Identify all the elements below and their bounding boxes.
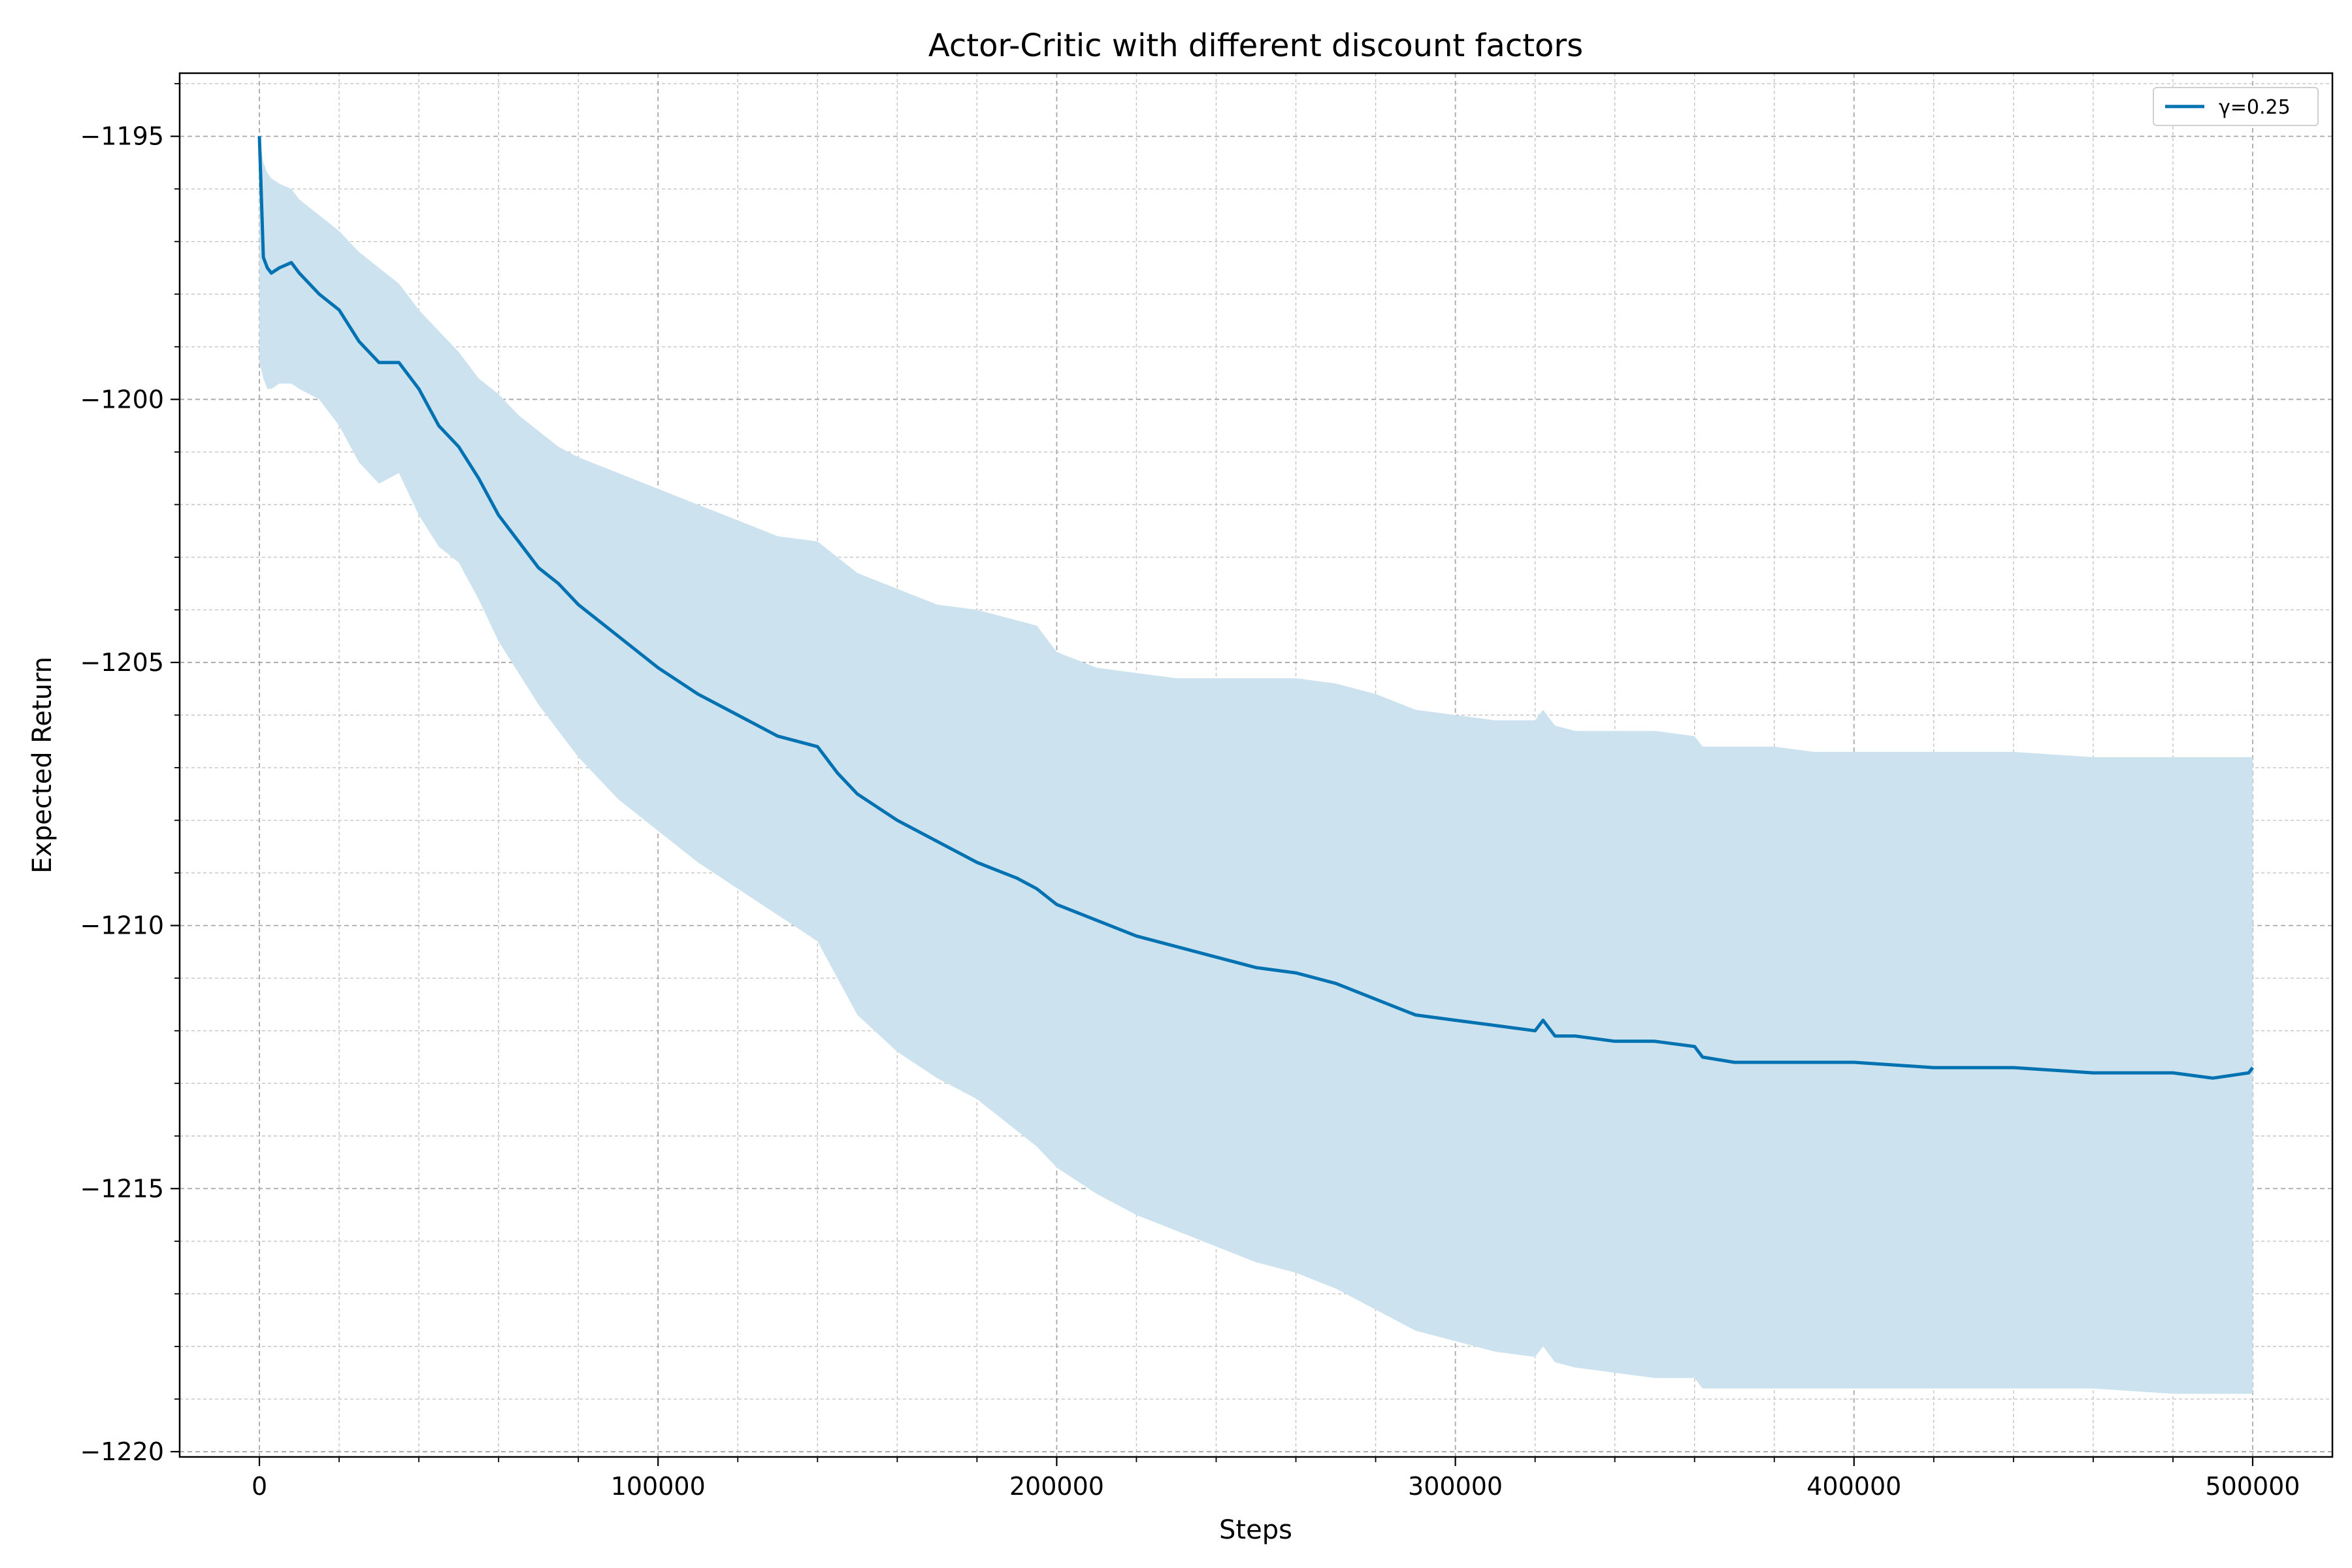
x-tick-label: 0: [252, 1472, 267, 1501]
x-tick-label: 100000: [611, 1472, 706, 1501]
series-line: [257, 136, 2254, 1080]
plot-frame: [178, 72, 2334, 1458]
chart-title: Actor-Critic with different discount fac…: [928, 27, 1583, 64]
legend-box: [2153, 87, 2319, 126]
y-tick-label: −1220: [80, 1437, 164, 1466]
legend: γ=0.25: [2153, 87, 2319, 126]
y-tick-label: −1205: [80, 648, 164, 677]
series-layer: [257, 136, 2254, 1394]
x-tick-label: 500000: [2205, 1472, 2300, 1501]
x-axis-title: Steps: [1219, 1515, 1292, 1545]
axis-ticks: 0 100000 200000 300000 400000 500000 −1195 −120…: [80, 83, 2300, 1501]
y-axis-title: Expected Return: [27, 657, 57, 874]
x-tick-label: 400000: [1806, 1472, 1901, 1501]
x-tick-label: 300000: [1408, 1472, 1503, 1501]
confidence-band: [259, 136, 2253, 1394]
y-tick-label: −1215: [80, 1174, 164, 1203]
y-tick-label: −1210: [80, 911, 164, 940]
legend-label: γ=0.25: [2219, 96, 2291, 119]
y-tick-label: −1195: [80, 122, 164, 151]
x-tick-label: 200000: [1009, 1472, 1104, 1501]
y-tick-label: −1200: [80, 385, 164, 414]
